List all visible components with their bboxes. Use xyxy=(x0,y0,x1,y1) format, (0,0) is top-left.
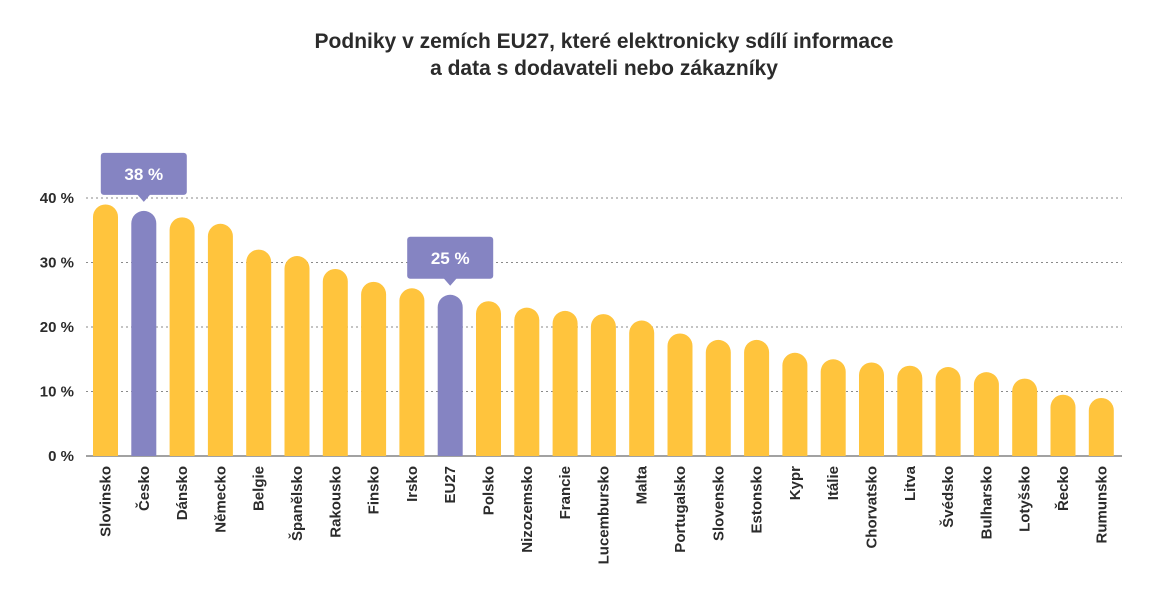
bar-Estonsko xyxy=(744,339,770,456)
x-tick-label: Kypr xyxy=(787,466,804,500)
x-tick-label: Litva xyxy=(902,465,919,501)
bar-Dánsko xyxy=(169,217,195,456)
x-tick-label: Rakousko xyxy=(327,466,344,538)
bar-Řecko xyxy=(1050,394,1076,456)
bars xyxy=(93,204,1114,456)
callout-label: 38 % xyxy=(124,165,163,184)
x-tick-label: Estonsko xyxy=(749,466,766,534)
bar-Belgie xyxy=(246,249,272,456)
callout-pointer xyxy=(443,277,458,286)
bar-Chorvatsko xyxy=(859,362,884,456)
chart-title-line-1: Podniky v zemích EU27, které elektronick… xyxy=(315,30,894,53)
bar-Kypr xyxy=(782,352,808,456)
x-tick-label: EU27 xyxy=(442,466,459,504)
y-tick-label: 10 % xyxy=(40,384,74,401)
bar-Bulharsko xyxy=(973,372,999,456)
bar-Švédsko xyxy=(935,366,961,456)
y-tick-label: 30 % xyxy=(40,255,74,272)
x-tick-label: Řecko xyxy=(1054,466,1072,511)
x-tick-label: Česko xyxy=(135,466,153,511)
x-tick-label: Španělsko xyxy=(288,466,306,541)
bar-Lucembursko xyxy=(590,314,616,456)
callout-box xyxy=(100,152,187,195)
x-tick-label: Finsko xyxy=(366,466,383,514)
bar-EU27 xyxy=(437,294,463,456)
bar-Portugalsko xyxy=(667,333,693,456)
bar-Finsko xyxy=(361,281,387,456)
x-tick-label: Německo xyxy=(212,466,229,533)
x-tick-label: Lotyšsko xyxy=(1017,466,1034,532)
callout-label: 25 % xyxy=(431,249,470,268)
x-tick-label: Nizozemsko xyxy=(519,466,536,553)
bar-Česko xyxy=(131,210,157,456)
bar-Polsko xyxy=(476,301,501,456)
bar-Itálie xyxy=(820,359,846,456)
x-tick-label: Slovinsko xyxy=(98,466,115,537)
x-tick-label: Itálie xyxy=(825,466,842,500)
bar-Slovensko xyxy=(705,339,731,456)
bar-Francie xyxy=(552,310,578,456)
x-tick-label: Lucembursko xyxy=(595,466,612,564)
x-tick-label: Portugalsko xyxy=(672,466,689,553)
y-tick-label: 40 % xyxy=(40,190,74,207)
x-tick-label: Bulharsko xyxy=(978,466,995,539)
x-tick-label: Belgie xyxy=(251,466,268,511)
bar-Nizozemsko xyxy=(514,307,540,456)
x-tick-label: Dánsko xyxy=(174,466,191,520)
x-axis-labels: Slovinsko Česko Dánsko Německo Belgie Španěls… xyxy=(98,465,1111,564)
callout-pointer xyxy=(136,193,151,202)
x-tick-label: Francie xyxy=(557,466,574,519)
x-tick-label: Irsko xyxy=(404,466,421,502)
x-tick-label: Slovensko xyxy=(710,466,727,541)
bar-Litva xyxy=(897,365,923,456)
callout-box xyxy=(407,236,494,279)
x-tick-label: Polsko xyxy=(481,466,498,515)
y-tick-label: 20 % xyxy=(40,319,74,336)
y-tick-label: 0 % xyxy=(48,448,74,465)
x-tick-label: Švédsko xyxy=(939,466,957,528)
x-tick-label: Malta xyxy=(634,465,651,504)
bar-Rakousko xyxy=(322,268,348,456)
x-tick-label: Rumunsko xyxy=(1093,466,1110,544)
bar-Německo xyxy=(207,223,233,456)
bar-Španělsko xyxy=(284,256,310,456)
callouts: 38 % 25 % xyxy=(100,152,494,286)
bar-Lotyšsko xyxy=(1012,378,1038,456)
bar-Irsko xyxy=(399,288,425,456)
x-tick-label: Chorvatsko xyxy=(864,466,881,549)
bar-Rumunsko xyxy=(1088,397,1114,456)
chart-title-line-2: a data s dodavateli nebo zákazníky xyxy=(430,57,778,80)
bar-Malta xyxy=(629,320,655,456)
bar-Slovinsko xyxy=(93,204,118,456)
